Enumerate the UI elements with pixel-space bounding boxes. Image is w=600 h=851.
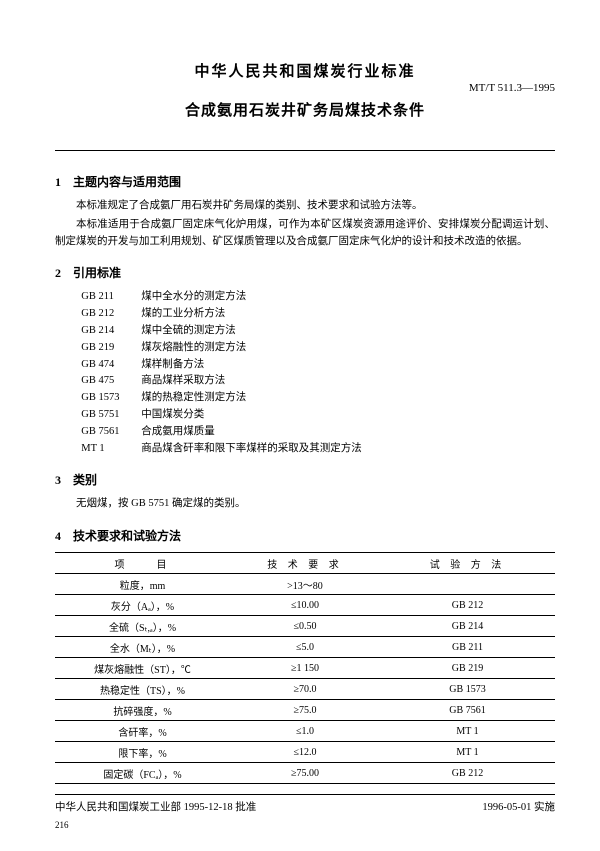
- table-cell: ≤5.0: [230, 637, 380, 658]
- reference-item: GB 475商品煤样采取方法: [81, 373, 555, 390]
- reference-code: GB 219: [81, 340, 141, 357]
- table-cell: 煤灰熔融性（ST），℃: [55, 658, 230, 679]
- table-row: 全水（Mₜ），%≤5.0GB 211: [55, 637, 555, 658]
- reference-code: MT 1: [81, 441, 141, 458]
- table-cell: ≥75.00: [230, 763, 380, 784]
- reference-code: GB 475: [81, 373, 141, 390]
- reference-item: MT 1商品煤含矸率和限下率煤样的采取及其测定方法: [81, 441, 555, 458]
- section-1-para-1: 本标准规定了合成氨厂用石炭井矿务局煤的类别、技术要求和试验方法等。: [55, 198, 555, 215]
- table-cell: 热稳定性（TS），%: [55, 679, 230, 700]
- section-3-para-1: 无烟煤，按 GB 5751 确定煤的类别。: [55, 496, 555, 513]
- main-title: 中华人民共和国煤炭行业标准: [55, 60, 555, 81]
- table-cell: ≥75.0: [230, 700, 380, 721]
- reference-title: 煤的热稳定性测定方法: [141, 392, 246, 403]
- reference-item: GB 214煤中全硫的测定方法: [81, 323, 555, 340]
- table-cell: 固定碳（FCₐ），%: [55, 763, 230, 784]
- table-cell: GB 7561: [380, 700, 555, 721]
- table-header-row: 项 目 技 术 要 求 试 验 方 法: [55, 553, 555, 574]
- table-cell: ≤12.0: [230, 742, 380, 763]
- table-cell: GB 1573: [380, 679, 555, 700]
- sub-title: 合成氨用石炭井矿务局煤技术条件: [55, 99, 555, 120]
- reference-code: GB 214: [81, 323, 141, 340]
- title-divider: [55, 150, 555, 151]
- table-row: 煤灰熔融性（ST），℃≥1 150GB 219: [55, 658, 555, 679]
- document-code: MT/T 511.3—1995: [469, 82, 555, 94]
- reference-item: GB 474煤样制备方法: [81, 357, 555, 374]
- table-cell: ≤1.0: [230, 721, 380, 742]
- reference-item: GB 5751中国煤炭分类: [81, 407, 555, 424]
- table-cell: 含矸率，%: [55, 721, 230, 742]
- table-row: 粒度，mm>13～80: [55, 574, 555, 595]
- document-page: 中华人民共和国煤炭行业标准 MT/T 511.3—1995 合成氨用石炭井矿务局…: [0, 0, 600, 851]
- reference-list: GB 211煤中全水分的测定方法GB 212煤的工业分析方法GB 214煤中全硫…: [81, 289, 555, 457]
- reference-title: 商品煤样采取方法: [141, 375, 225, 386]
- reference-code: GB 212: [81, 306, 141, 323]
- section-2-heading: 2 引用标准: [55, 264, 555, 281]
- document-header: 中华人民共和国煤炭行业标准 MT/T 511.3—1995 合成氨用石炭井矿务局…: [55, 60, 555, 120]
- table-header-item: 项 目: [55, 553, 230, 574]
- reference-title: 煤灰熔融性的测定方法: [141, 342, 246, 353]
- table-cell: [380, 574, 555, 595]
- reference-item: GB 212煤的工业分析方法: [81, 306, 555, 323]
- table-header-req: 技 术 要 求: [230, 553, 380, 574]
- table-cell: 灰分（Aₐ），%: [55, 595, 230, 616]
- table-header-method: 试 验 方 法: [380, 553, 555, 574]
- reference-title: 煤中全水分的测定方法: [141, 291, 246, 302]
- table-cell: GB 219: [380, 658, 555, 679]
- section-4-heading: 4 技术要求和试验方法: [55, 527, 555, 544]
- table-row: 限下率，%≤12.0MT 1: [55, 742, 555, 763]
- reference-item: GB 211煤中全水分的测定方法: [81, 289, 555, 306]
- table-row: 热稳定性（TS），%≥70.0GB 1573: [55, 679, 555, 700]
- reference-title: 煤中全硫的测定方法: [141, 325, 236, 336]
- section-1-para-2: 本标准适用于合成氨厂固定床气化炉用煤，可作为本矿区煤炭资源用途评价、安排煤炭分配…: [55, 217, 555, 251]
- reference-code: GB 474: [81, 357, 141, 374]
- table-cell: 全水（Mₜ），%: [55, 637, 230, 658]
- table-cell: >13～80: [230, 574, 380, 595]
- table-cell: MT 1: [380, 721, 555, 742]
- table-cell: ≥1 150: [230, 658, 380, 679]
- reference-item: GB 219煤灰熔融性的测定方法: [81, 340, 555, 357]
- footer-effective: 1996-05-01 实施: [482, 799, 555, 814]
- reference-item: GB 7561合成氨用煤质量: [81, 424, 555, 441]
- table-cell: ≥70.0: [230, 679, 380, 700]
- table-cell: ≤0.50: [230, 616, 380, 637]
- table-cell: 抗碎强度，%: [55, 700, 230, 721]
- reference-item: GB 1573煤的热稳定性测定方法: [81, 390, 555, 407]
- table-row: 灰分（Aₐ），%≤10.00GB 212: [55, 595, 555, 616]
- table-cell: GB 212: [380, 763, 555, 784]
- reference-title: 合成氨用煤质量: [141, 426, 215, 437]
- table-row: 固定碳（FCₐ），%≥75.00GB 212: [55, 763, 555, 784]
- page-number: 216: [55, 820, 555, 830]
- table-cell: 粒度，mm: [55, 574, 230, 595]
- reference-code: GB 7561: [81, 424, 141, 441]
- table-row: 含矸率，%≤1.0MT 1: [55, 721, 555, 742]
- reference-title: 商品煤含矸率和限下率煤样的采取及其测定方法: [141, 443, 362, 454]
- table-cell: 全硫（Sₜ,ₐ），%: [55, 616, 230, 637]
- reference-title: 煤的工业分析方法: [141, 308, 225, 319]
- section-1-heading: 1 主题内容与适用范围: [55, 173, 555, 190]
- reference-code: GB 211: [81, 289, 141, 306]
- table-row: 全硫（Sₜ,ₐ），%≤0.50GB 214: [55, 616, 555, 637]
- table-cell: ≤10.00: [230, 595, 380, 616]
- table-cell: MT 1: [380, 742, 555, 763]
- reference-code: GB 5751: [81, 407, 141, 424]
- section-3-heading: 3 类别: [55, 471, 555, 488]
- spec-table: 项 目 技 术 要 求 试 验 方 法 粒度，mm>13～80灰分（Aₐ），%≤…: [55, 552, 555, 784]
- table-cell: GB 212: [380, 595, 555, 616]
- reference-title: 中国煤炭分类: [141, 409, 204, 420]
- footer-approval: 中华人民共和国煤炭工业部 1995-12-18 批准: [55, 799, 256, 814]
- table-cell: GB 211: [380, 637, 555, 658]
- reference-code: GB 1573: [81, 390, 141, 407]
- reference-title: 煤样制备方法: [141, 359, 204, 370]
- footer: 中华人民共和国煤炭工业部 1995-12-18 批准 1996-05-01 实施: [55, 794, 555, 814]
- table-cell: GB 214: [380, 616, 555, 637]
- table-row: 抗碎强度，%≥75.0GB 7561: [55, 700, 555, 721]
- table-cell: 限下率，%: [55, 742, 230, 763]
